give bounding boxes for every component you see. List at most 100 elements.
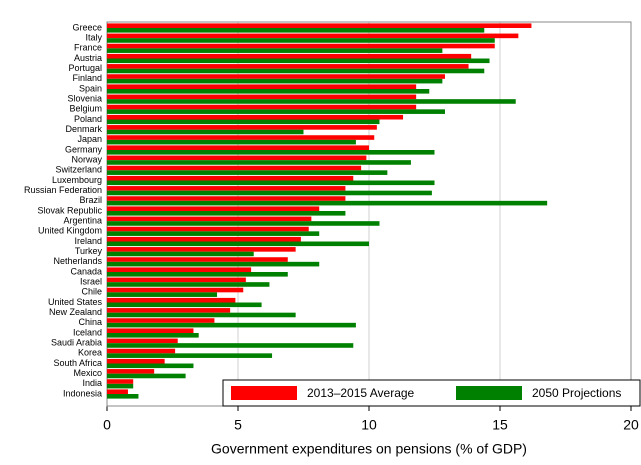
y-tick-label: Argentina: [63, 216, 102, 226]
y-tick-label: South Africa: [53, 358, 102, 368]
legend-label: 2013–2015 Average: [307, 386, 415, 400]
bar: [107, 383, 134, 389]
y-tick-label: China: [78, 317, 102, 327]
y-tick-label: Israel: [80, 277, 102, 287]
bar: [107, 170, 388, 175]
bar: [107, 125, 377, 130]
bar: [107, 308, 231, 313]
y-tick-label: Ireland: [74, 236, 102, 246]
bar: [107, 78, 443, 84]
bar: [107, 211, 346, 216]
bar: [107, 267, 252, 272]
y-tick-label: Spain: [79, 83, 102, 93]
bar: [107, 38, 495, 43]
y-tick-label: United Kingdom: [38, 226, 102, 236]
y-tick-label: Turkey: [75, 246, 103, 256]
bar: [107, 104, 417, 110]
bar: [107, 369, 155, 374]
bar: [107, 48, 443, 53]
y-tick-label: New Zealand: [49, 307, 102, 317]
bar: [107, 114, 404, 120]
bar: [107, 261, 320, 267]
bar: [107, 338, 178, 344]
bar: [107, 257, 288, 262]
bar: [107, 348, 176, 354]
bar: [107, 277, 246, 283]
bar: [107, 297, 236, 303]
bar: [107, 389, 128, 394]
bar: [107, 363, 194, 369]
y-tick-label: Korea: [78, 348, 102, 358]
y-tick-label: France: [74, 43, 102, 53]
bar: [107, 68, 485, 74]
bar: [107, 251, 254, 257]
y-tick-label: Poland: [74, 114, 102, 124]
bar: [107, 231, 320, 236]
x-axis-label: Government expenditures on pensions (% o…: [211, 441, 527, 457]
bar: [107, 343, 354, 348]
bar: [107, 312, 296, 318]
bar: [107, 99, 516, 104]
bar: [107, 109, 445, 114]
bar: [107, 318, 215, 323]
legend-swatch: [231, 386, 297, 400]
y-tick-label: Finland: [72, 73, 102, 83]
x-tick-label: 10: [361, 417, 377, 433]
y-tick-label: Canada: [70, 266, 102, 276]
bar: [107, 287, 244, 293]
bar: [107, 94, 417, 100]
bar: [107, 155, 367, 161]
bar: [107, 353, 273, 358]
bar: [107, 119, 380, 125]
legend-label: 2050 Projections: [532, 386, 621, 400]
bar: [107, 358, 165, 364]
bar: [107, 379, 134, 384]
bar: [107, 139, 356, 145]
bar: [107, 28, 485, 33]
bar: [107, 226, 309, 232]
bar: [107, 302, 262, 308]
y-tick-label: Belgium: [69, 104, 102, 114]
bar: [107, 333, 199, 338]
bar: [107, 206, 320, 211]
bar: [107, 135, 375, 140]
bar: [107, 58, 490, 64]
bar: [107, 64, 469, 69]
y-tick-label: Netherlands: [53, 256, 102, 266]
bar: [107, 373, 186, 379]
y-tick-label: Iceland: [73, 327, 102, 337]
y-tick-label: India: [82, 378, 102, 388]
y-tick-label: United States: [48, 297, 103, 307]
bar: [107, 196, 346, 201]
y-tick-label: Portugal: [68, 63, 102, 73]
bar: [107, 272, 288, 277]
y-tick-label: Brazil: [79, 195, 102, 205]
y-tick-label: Norway: [71, 155, 102, 165]
bar: [107, 84, 417, 89]
y-tick-label: Chile: [81, 287, 102, 297]
bar: [107, 129, 304, 135]
bar: [107, 186, 346, 191]
bar: [107, 236, 301, 242]
legend-swatch: [456, 386, 522, 400]
bar: [107, 216, 312, 222]
y-tick-label: Italy: [85, 33, 102, 43]
bar: [107, 394, 139, 399]
bar: [107, 247, 296, 252]
bar: [107, 150, 435, 155]
bar: [107, 43, 495, 49]
bar: [107, 180, 435, 186]
bar: [107, 200, 548, 206]
bar: [107, 33, 519, 39]
y-tick-label: Slovak Republic: [37, 205, 102, 215]
bar: [107, 282, 270, 287]
y-tick-label: Austria: [74, 53, 102, 63]
bar: [107, 23, 532, 28]
x-tick-label: 15: [492, 417, 508, 433]
y-tick-label: Indonesia: [63, 388, 102, 398]
bar: [107, 53, 472, 59]
bar: [107, 190, 432, 196]
y-tick-label: Germany: [65, 144, 103, 154]
y-tick-label: Luxembourg: [52, 175, 102, 185]
